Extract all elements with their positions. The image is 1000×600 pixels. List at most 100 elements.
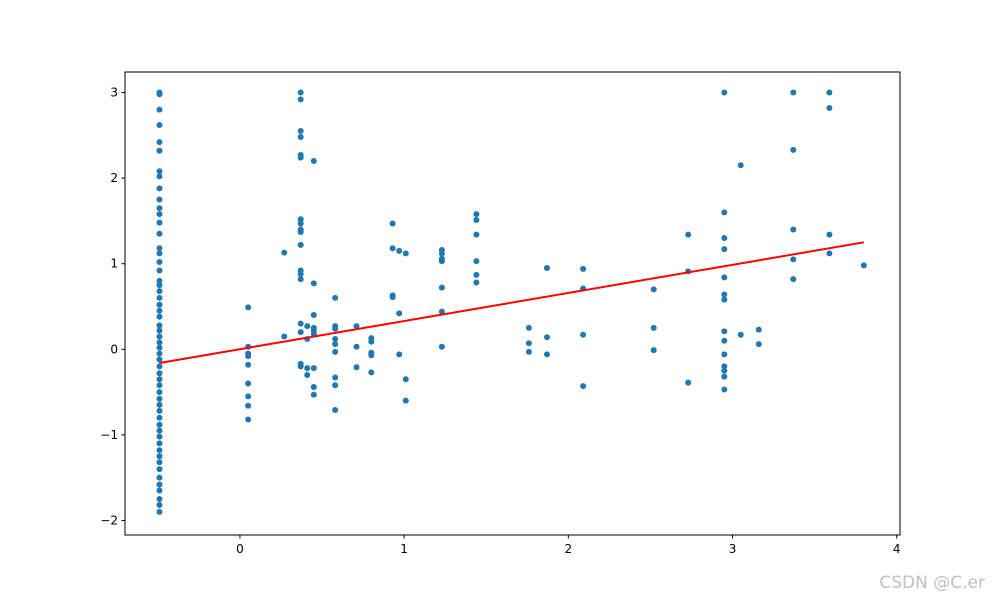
point [156,382,163,389]
point [755,326,762,333]
point [332,382,339,389]
fit-line [159,241,865,364]
point [473,279,480,286]
point [156,185,163,192]
point [156,401,163,408]
point [543,334,550,341]
point [156,496,163,503]
point [790,146,797,153]
point [353,343,360,350]
point [721,337,728,344]
point [156,327,163,334]
point [721,351,728,358]
point [297,154,304,161]
point [156,487,163,494]
point [297,320,304,327]
x-tick-label: 4 [893,542,901,556]
point [297,89,304,96]
point [297,276,304,283]
point [156,301,163,308]
point [156,313,163,320]
point [310,383,317,390]
point [297,270,304,277]
point [473,217,480,224]
point [525,348,532,355]
point [826,250,833,257]
point [860,262,867,269]
point [396,247,403,254]
point [245,393,252,400]
point [721,209,728,216]
point [245,353,252,360]
point [156,356,163,363]
point [156,447,163,454]
point [525,340,532,347]
point [332,374,339,381]
point [156,230,163,237]
point [525,324,532,331]
point [156,370,163,377]
point [353,323,360,330]
point [396,351,403,358]
point [721,367,728,374]
point [156,433,163,440]
point [790,256,797,263]
point [156,474,163,481]
point [310,365,317,372]
point [156,267,163,274]
point [721,363,728,370]
point [156,407,163,414]
point [721,291,728,298]
point [650,347,657,354]
point [297,134,304,141]
point [156,168,163,175]
point [156,211,163,218]
point [156,277,163,284]
point [156,173,163,180]
point [156,288,163,295]
point [721,328,728,335]
point [721,89,728,96]
x-tick-label: 1 [400,542,408,556]
point [826,231,833,238]
point [156,440,163,447]
point [790,89,797,96]
point [790,276,797,283]
point [473,231,480,238]
point [543,351,550,358]
y-tick-label: 0 [110,342,118,356]
point [156,350,163,357]
x-tick-label: 2 [565,542,573,556]
point [156,205,163,212]
x-tick-label: 0 [236,542,244,556]
point [402,250,409,257]
point [438,250,445,257]
point [721,246,728,253]
point [297,241,304,248]
point [156,414,163,421]
point [245,416,252,423]
point [368,369,375,376]
point [156,122,163,129]
point [156,196,163,203]
point [156,307,163,314]
point [332,348,339,355]
point [721,296,728,303]
point [156,395,163,402]
point [368,352,375,359]
point [297,220,304,227]
point [389,294,396,301]
watermark: CSDN @C.er [879,573,985,593]
point [353,364,360,371]
point [281,249,288,256]
point [332,325,339,332]
point [721,373,728,380]
point [580,331,587,338]
point [402,397,409,404]
point [156,139,163,146]
point [156,245,163,252]
point [156,333,163,340]
point [156,363,163,370]
point [473,211,480,218]
